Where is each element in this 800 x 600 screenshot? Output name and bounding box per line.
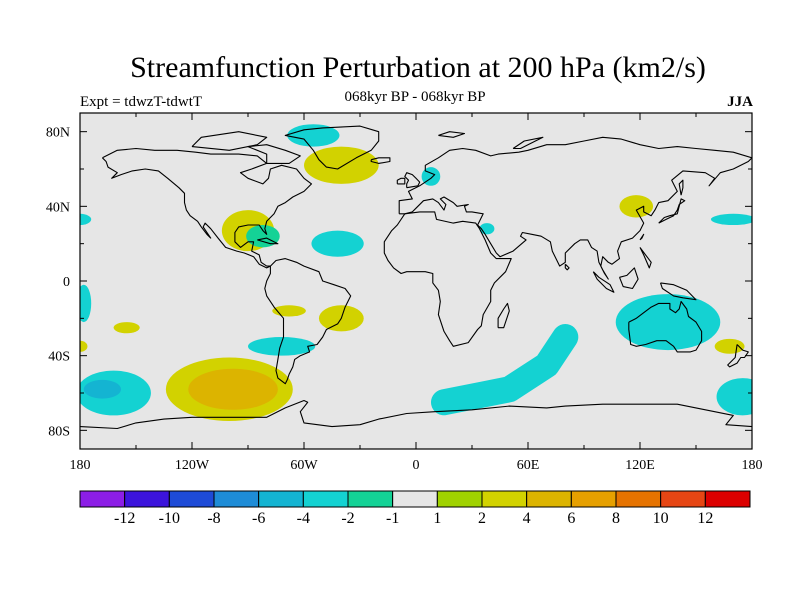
coastline bbox=[284, 125, 380, 170]
anomaly-blob bbox=[311, 230, 364, 257]
colorbar-swatch bbox=[570, 490, 617, 508]
colorbar-swatch bbox=[615, 490, 662, 508]
coastline bbox=[658, 198, 686, 224]
coastline bbox=[80, 399, 752, 430]
colorbar-swatch bbox=[526, 490, 572, 508]
anomaly-blob bbox=[272, 305, 306, 317]
anomaly-blob bbox=[714, 338, 745, 354]
lon-tick-label: 120W bbox=[175, 458, 210, 473]
plot-subtitle: 068kyr BP - 068kyr BP bbox=[344, 89, 486, 105]
coastline bbox=[247, 144, 301, 164]
coastline bbox=[191, 131, 268, 151]
colorbar-swatch bbox=[124, 490, 170, 508]
lon-tick-label: 60W bbox=[290, 458, 318, 473]
colorbar-swatch bbox=[258, 490, 304, 508]
lat-tick-label: 40N bbox=[46, 200, 70, 215]
colorbar-label: 1 bbox=[433, 510, 441, 527]
colorbar-swatch bbox=[392, 490, 438, 508]
coastline bbox=[102, 147, 313, 269]
coastline bbox=[659, 282, 697, 301]
colorbar-label: 4 bbox=[523, 510, 531, 527]
coastline bbox=[639, 233, 645, 241]
lat-ticks: 80N 40N 0 40S 80S bbox=[46, 126, 752, 439]
anomaly-blob bbox=[80, 213, 92, 225]
colorbar-swatch bbox=[302, 490, 349, 508]
colorbar-label: 12 bbox=[697, 510, 713, 527]
anomaly-blob bbox=[710, 213, 752, 225]
colorbar-label: -2 bbox=[341, 510, 354, 527]
colorbar-label: 8 bbox=[612, 510, 620, 527]
colorbar-label: -8 bbox=[207, 510, 220, 527]
colorbar-label: 6 bbox=[567, 510, 575, 527]
anomaly-band bbox=[431, 324, 579, 416]
coastline bbox=[383, 211, 512, 347]
coastline bbox=[592, 271, 615, 293]
coastline bbox=[264, 258, 352, 385]
anomaly-blob bbox=[80, 340, 88, 352]
lat-tick-label: 40S bbox=[48, 350, 70, 365]
coastline bbox=[678, 179, 684, 196]
colorbar-label: -6 bbox=[252, 510, 265, 527]
lon-tick-label: 180 bbox=[742, 458, 763, 473]
lon-tick-label: 180 bbox=[70, 458, 91, 473]
coastline bbox=[512, 136, 544, 150]
anomaly-blob bbox=[248, 337, 316, 356]
lat-tick-label: 0 bbox=[63, 275, 70, 290]
anomaly-blob bbox=[246, 225, 280, 248]
lon-tick-label: 120E bbox=[625, 458, 655, 473]
colorbar-swatch bbox=[436, 490, 483, 508]
lon-tick-label: 0 bbox=[413, 458, 420, 473]
coastline bbox=[396, 177, 406, 185]
coastline bbox=[564, 263, 570, 271]
colorbar-swatch bbox=[481, 490, 528, 508]
coastline bbox=[398, 136, 752, 280]
plot-title: Streamfunction Perturbation at 200 hPa (… bbox=[130, 51, 706, 84]
anomaly-blob bbox=[615, 294, 721, 351]
coastlines bbox=[80, 125, 752, 430]
anomaly-blob bbox=[83, 379, 122, 399]
coastline bbox=[727, 344, 749, 368]
anomaly-blob bbox=[113, 322, 140, 334]
colorbar-swatch bbox=[79, 490, 126, 508]
colorbar-swatch bbox=[168, 490, 215, 508]
coastline bbox=[257, 237, 279, 245]
coastline bbox=[438, 131, 466, 138]
colorbar-label: -4 bbox=[297, 510, 310, 527]
colorbar-label: 2 bbox=[478, 510, 486, 527]
colorbar-label: -1 bbox=[386, 510, 399, 527]
lat-tick-label: 80S bbox=[48, 424, 70, 439]
anomaly-blob bbox=[80, 284, 92, 323]
lat-tick-label: 80N bbox=[46, 126, 70, 141]
colorbar-swatch bbox=[660, 490, 706, 508]
anomaly-blob bbox=[716, 378, 752, 416]
coastline bbox=[618, 267, 639, 290]
anomaly-blob bbox=[188, 368, 278, 410]
coastline bbox=[370, 157, 391, 164]
coastline bbox=[404, 172, 421, 189]
lon-ticks: 180 120W 60W 0 60E 120E 180 bbox=[70, 113, 763, 473]
colorbar-label: -10 bbox=[159, 510, 180, 527]
coastline bbox=[497, 302, 510, 329]
colorbar: -12 -10 -8 -6 -4 -2 -1 1 2 4 6 8 10 12 bbox=[79, 490, 751, 527]
experiment-label: Expt = tdwzT-tdwtT bbox=[80, 94, 203, 110]
colorbar-swatch bbox=[347, 490, 394, 508]
coastline bbox=[639, 247, 652, 269]
colorbar-swatch bbox=[213, 490, 260, 508]
colorbar-swatch bbox=[704, 490, 751, 508]
lon-tick-label: 60E bbox=[517, 458, 540, 473]
colorbar-label: 10 bbox=[653, 510, 669, 527]
colorbar-label: -12 bbox=[114, 510, 135, 527]
anomaly-blob bbox=[287, 124, 340, 147]
season-label: JJA bbox=[727, 94, 753, 110]
coastline bbox=[628, 300, 703, 353]
